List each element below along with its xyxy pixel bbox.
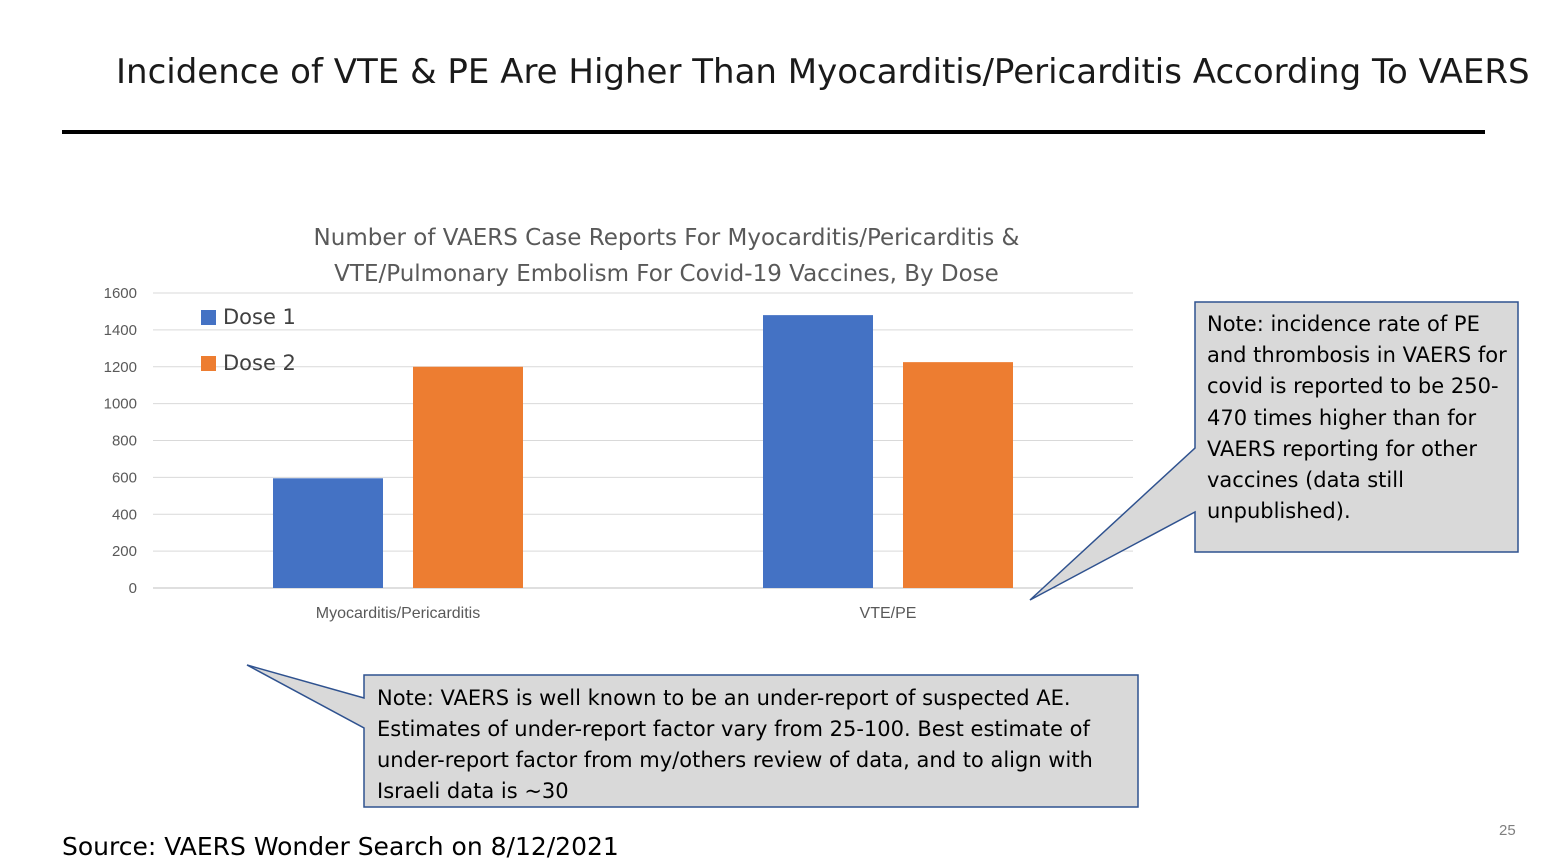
chart-bars (273, 315, 1013, 588)
title-divider (62, 130, 1485, 134)
source-citation: Source: VAERS Wonder Search on 8/12/2021 (62, 832, 619, 861)
note-right-callout (1029, 301, 1519, 601)
note-right-text: Note: incidence rate of PE and thrombosi… (1207, 312, 1507, 524)
legend-label: Dose 1 (223, 305, 296, 329)
y-tick-label: 0 (129, 580, 137, 597)
y-tick-label: 1000 (104, 396, 137, 413)
y-tick-label: 1400 (104, 322, 137, 339)
bar-dose-1 (763, 315, 873, 588)
note-bottom-text: Note: VAERS is well known to be an under… (377, 686, 1093, 803)
chart-legend: Dose 1 Dose 2 (201, 305, 296, 375)
page-number: 25 (1499, 822, 1516, 839)
bar-dose-1 (273, 478, 383, 588)
x-tick-label: Myocarditis/Pericarditis (316, 605, 480, 622)
y-tick-label: 400 (112, 506, 137, 523)
y-tick-label: 200 (112, 543, 137, 560)
slide-title: Incidence of VTE & PE Are Higher Than My… (116, 52, 1530, 92)
legend-label: Dose 2 (223, 351, 296, 375)
y-tick-label: 600 (112, 469, 137, 486)
y-axis-tick-labels: 0 200 400 600 800 1000 1200 1400 1600 (104, 285, 137, 597)
note-bottom-callout (246, 664, 1139, 808)
bar-dose-2 (413, 366, 523, 588)
y-tick-label: 800 (112, 433, 137, 450)
y-tick-label: 1600 (104, 285, 137, 302)
x-axis-tick-labels: Myocarditis/Pericarditis VTE/PE (316, 605, 917, 622)
chart-title-line-1: Number of VAERS Case Reports For Myocard… (313, 225, 1020, 251)
x-tick-label: VTE/PE (860, 605, 917, 622)
legend-swatch (201, 310, 216, 325)
bar-dose-2 (903, 362, 1013, 588)
chart-title-line-2: VTE/Pulmonary Embolism For Covid-19 Vacc… (334, 261, 999, 287)
chart-title: Number of VAERS Case Reports For Myocard… (200, 220, 1133, 292)
legend-swatch (201, 356, 216, 371)
y-tick-label: 1200 (104, 359, 137, 376)
